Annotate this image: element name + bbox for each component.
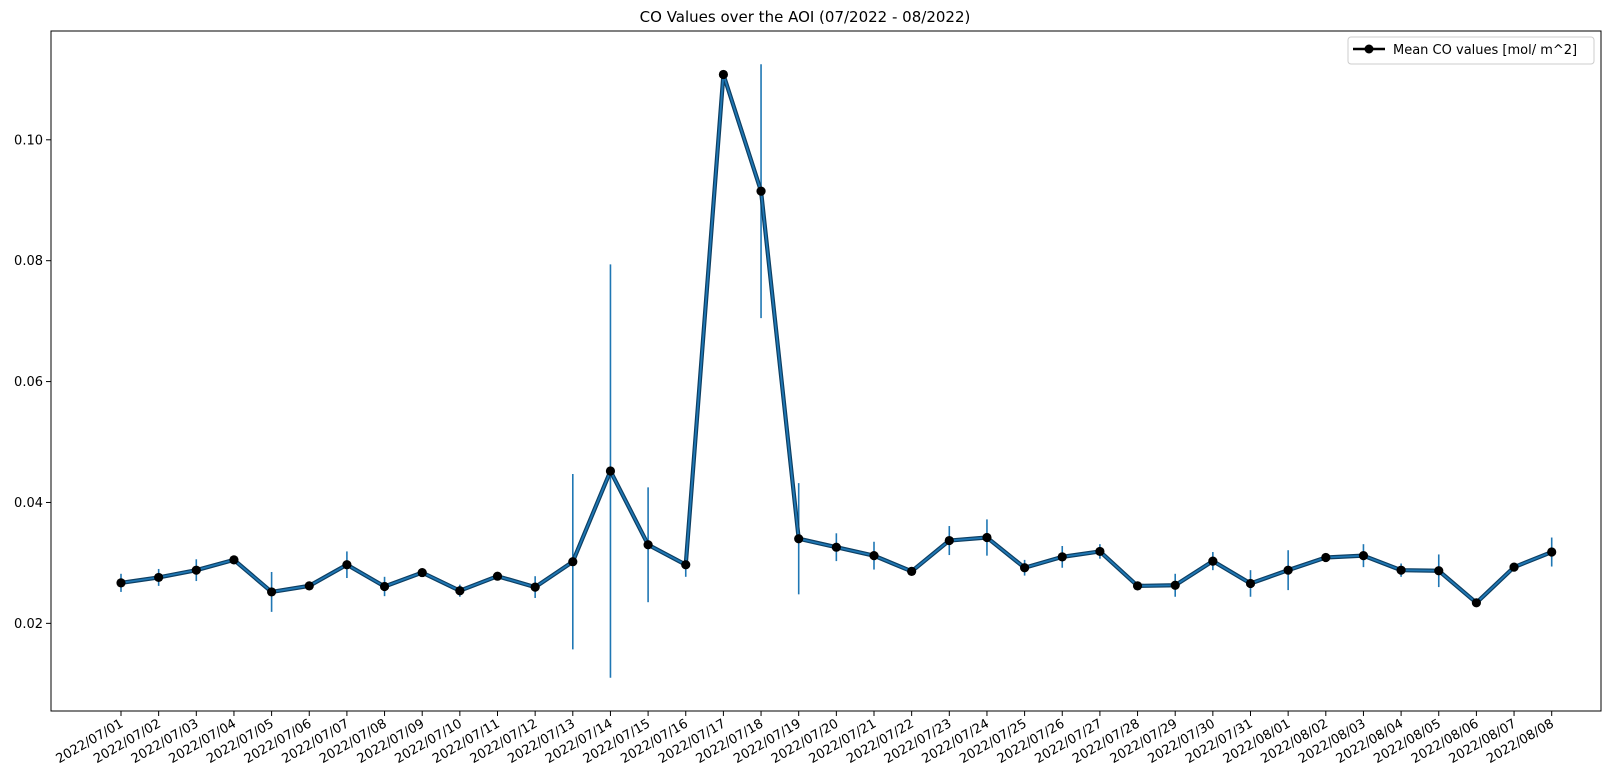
data-point	[1547, 547, 1557, 557]
data-point	[869, 551, 879, 561]
data-point	[417, 567, 427, 578]
y-tick-label: 0.02	[14, 617, 43, 632]
data-point	[944, 535, 954, 546]
data-point	[1509, 562, 1519, 572]
data-point	[455, 586, 465, 596]
data-point	[1057, 552, 1067, 562]
legend-box	[1347, 36, 1595, 65]
y-tick-label: 0.06	[14, 375, 43, 390]
data-points	[116, 69, 1557, 608]
data-point	[492, 571, 503, 581]
data-point	[1283, 565, 1293, 575]
series-line-outline	[120, 72, 1553, 605]
data-point	[643, 540, 653, 550]
data-point	[907, 566, 917, 576]
data-point	[304, 581, 314, 591]
x-axis: 2022/07/012022/07/022022/07/032022/07/04…	[54, 711, 1557, 767]
data-point	[1396, 565, 1406, 575]
series-line-group	[120, 72, 1553, 605]
legend-marker-icon	[1364, 44, 1374, 54]
data-point	[116, 578, 126, 588]
data-point	[1208, 556, 1218, 566]
data-point	[1170, 580, 1180, 590]
data-point	[681, 560, 691, 570]
chart-title: CO Values over the AOI (07/2022 - 08/202…	[640, 8, 971, 26]
data-point	[1020, 563, 1030, 573]
data-point	[191, 565, 201, 575]
data-point	[982, 532, 992, 543]
series-line	[120, 73, 1553, 604]
error-bars	[120, 64, 1553, 678]
data-point	[568, 557, 578, 567]
y-tick-label: 0.10	[14, 133, 43, 148]
plot-area	[50, 30, 1602, 712]
data-point	[1132, 581, 1143, 591]
legend: Mean CO values [mol/ m^2]	[1347, 36, 1595, 65]
data-point	[756, 186, 766, 196]
data-point	[379, 581, 390, 592]
data-point	[794, 534, 804, 544]
data-point	[831, 542, 841, 552]
data-point	[1434, 566, 1444, 576]
data-point	[1358, 551, 1369, 561]
data-point	[605, 466, 616, 476]
data-point	[718, 69, 729, 80]
data-point	[229, 555, 239, 565]
data-point	[154, 572, 164, 583]
data-point	[1321, 552, 1331, 563]
data-point	[342, 560, 352, 570]
y-tick-label: 0.08	[14, 254, 43, 269]
legend-label: Mean CO values [mol/ m^2]	[1393, 43, 1577, 58]
data-point	[267, 587, 277, 597]
y-axis: 0.02 0.04 0.06 0.08 0.10	[14, 133, 51, 632]
data-point	[1245, 578, 1256, 589]
data-point	[1095, 546, 1105, 557]
data-point	[530, 582, 540, 592]
data-point	[1471, 598, 1481, 608]
y-tick-label: 0.04	[14, 496, 43, 511]
